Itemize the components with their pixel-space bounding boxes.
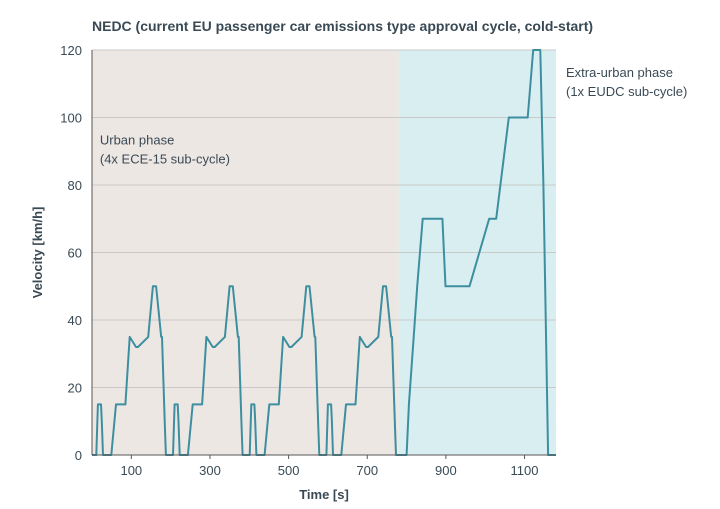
y-tick-label: 60 [68, 246, 82, 261]
y-tick-label: 40 [68, 313, 82, 328]
urban-phase-label: Urban phase [100, 133, 174, 148]
chart-title: NEDC (current EU passenger car emissions… [92, 18, 594, 34]
y-tick-label: 0 [75, 448, 82, 463]
x-axis-label: Time [s] [299, 487, 349, 502]
region-labels: Urban phase (4x ECE-15 sub-cycle) Extra-ur… [100, 65, 687, 167]
x-tick-label: 500 [278, 463, 300, 478]
series-line [92, 49, 556, 456]
x-tick-label: 900 [435, 463, 457, 478]
extra-urban-phase-label: (1x EUDC sub-cycle) [566, 84, 687, 99]
x-tick-label: 1100 [511, 463, 539, 478]
y-tick-label: 120 [60, 43, 82, 58]
y-tick-label: 80 [68, 178, 82, 193]
urban-phase-label: (4x ECE-15 sub-cycle) [100, 152, 230, 167]
y-tick-label: 20 [68, 381, 82, 396]
y-tick-label: 100 [60, 111, 82, 126]
x-tick-label: 700 [356, 463, 378, 478]
x-tick-label: 100 [120, 463, 142, 478]
extra-urban-phase-label: Extra-urban phase [566, 65, 673, 80]
y-axis-label: Velocity [km/h] [30, 207, 45, 299]
gridlines [92, 49, 556, 388]
velocity-series [92, 49, 556, 456]
axes: 0 20 40 60 80 100 120 100 300 500 700 900 1100 Time [… [30, 43, 556, 502]
x-tick-label: 300 [199, 463, 221, 478]
